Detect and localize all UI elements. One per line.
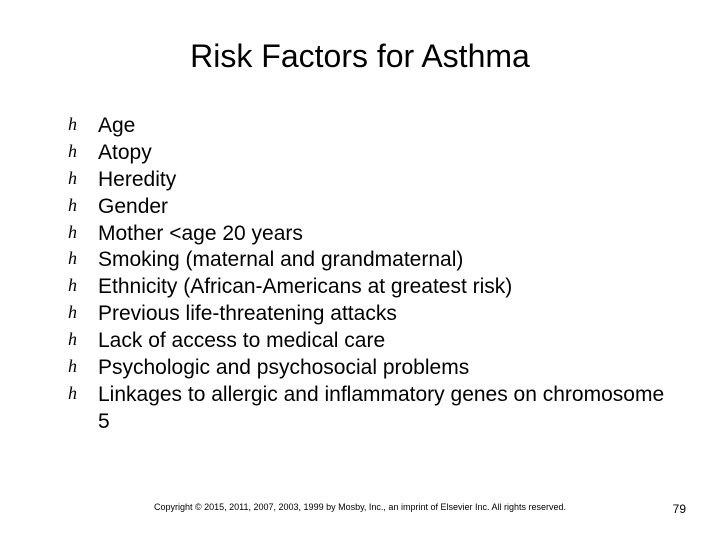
bullet-icon: h: [68, 194, 77, 217]
page-number: 79: [673, 502, 686, 516]
list-item-text: Age: [98, 114, 135, 137]
list-item-text: Atopy: [98, 141, 152, 164]
list-item: h Ethnicity (African-Americans at greates…: [68, 274, 670, 301]
list-item: h Heredity: [68, 167, 670, 194]
list-item: h Mother <age 20 years: [68, 221, 670, 248]
list-item: h Psychologic and psychosocial problems: [68, 355, 670, 382]
bullet-icon: h: [68, 355, 77, 378]
bullet-icon: h: [68, 382, 77, 405]
list-item: h Linkages to allergic and inflammatory g…: [68, 382, 670, 436]
bullet-icon: h: [68, 301, 77, 324]
list-item: h Gender: [68, 194, 670, 221]
bullet-icon: h: [68, 113, 77, 136]
bullet-icon: h: [68, 274, 77, 297]
copyright-footer: Copyright © 2015, 2011, 2007, 2003, 1999…: [0, 502, 720, 512]
list-item-text: Psychologic and psychosocial problems: [98, 356, 469, 379]
list-item: h Smoking (maternal and grandmaternal): [68, 247, 670, 274]
bullet-icon: h: [68, 167, 77, 190]
list-item: h Lack of access to medical care: [68, 328, 670, 355]
list-item: h Previous life-threatening attacks: [68, 301, 670, 328]
list-item: h Atopy: [68, 140, 670, 167]
list-item-text: Lack of access to medical care: [98, 329, 385, 352]
bullet-icon: h: [68, 221, 77, 244]
list-item-text: Mother <age 20 years: [98, 222, 303, 245]
list-item-text: Linkages to allergic and inflammatory ge…: [98, 383, 664, 433]
list-item-text: Gender: [98, 195, 168, 218]
bullet-icon: h: [68, 328, 77, 351]
list-item: h Age: [68, 113, 670, 140]
bullet-icon: h: [68, 247, 77, 270]
slide: Risk Factors for Asthma h Age h Atopy h Her…: [0, 0, 720, 540]
risk-factor-list: h Age h Atopy h Heredity h Gender h Mother <a…: [50, 113, 670, 436]
list-item-text: Smoking (maternal and grandmaternal): [98, 248, 463, 271]
list-item-text: Previous life-threatening attacks: [98, 302, 397, 325]
list-item-text: Heredity: [98, 168, 176, 191]
bullet-icon: h: [68, 140, 77, 163]
slide-title: Risk Factors for Asthma: [50, 38, 670, 75]
list-item-text: Ethnicity (African-Americans at greatest…: [98, 275, 512, 298]
